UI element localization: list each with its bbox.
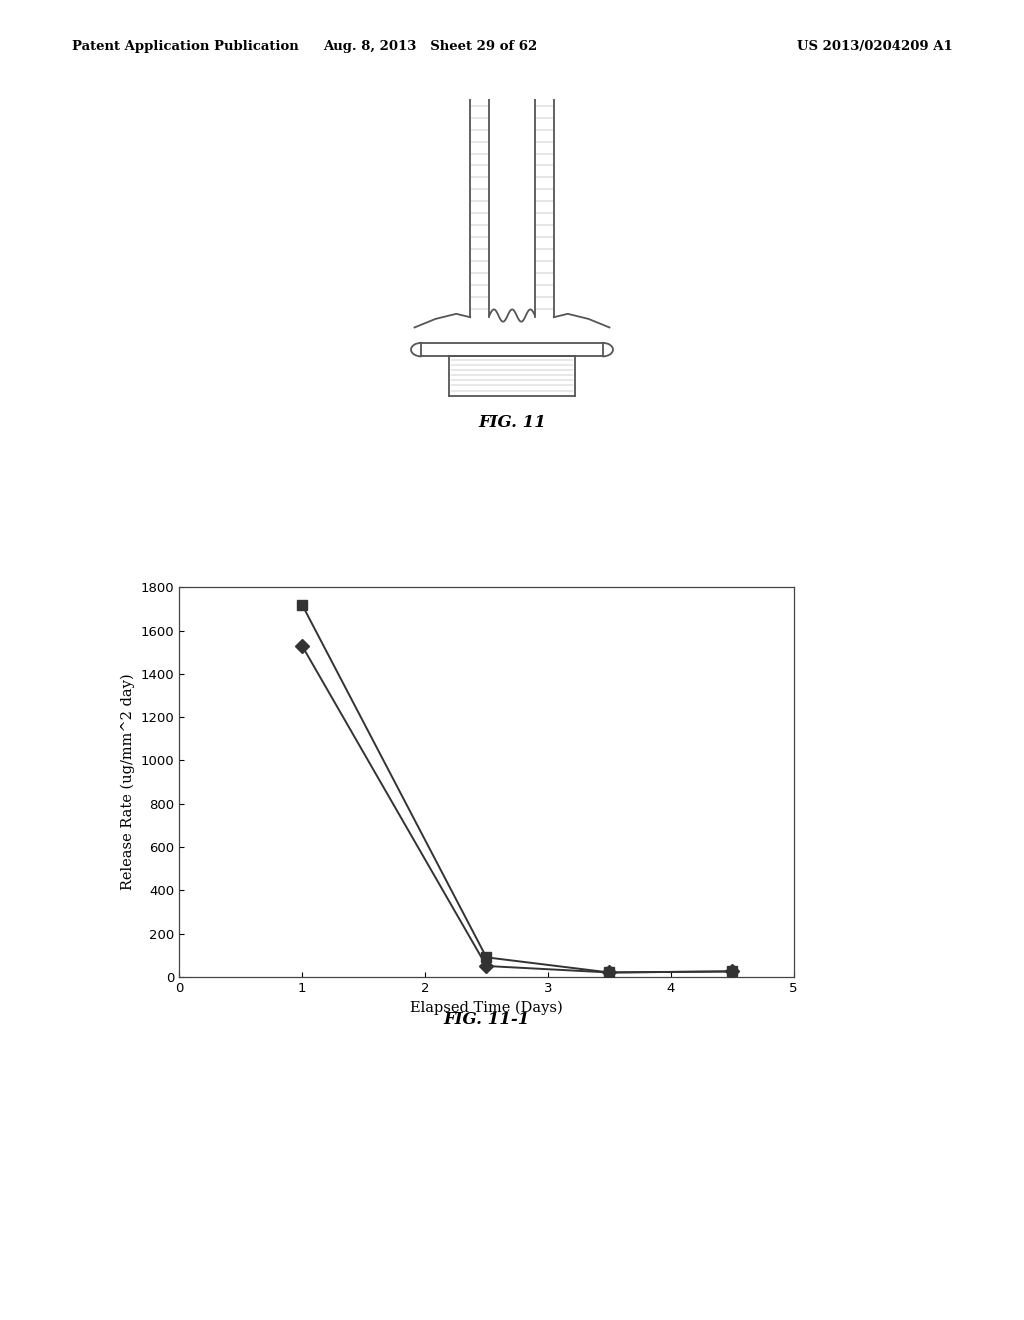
Text: FIG. 11-1: FIG. 11-1 bbox=[443, 1011, 529, 1027]
Y-axis label: Release Rate (ug/mm^2 day): Release Rate (ug/mm^2 day) bbox=[121, 673, 135, 891]
Text: Aug. 8, 2013   Sheet 29 of 62: Aug. 8, 2013 Sheet 29 of 62 bbox=[323, 40, 538, 53]
Text: Patent Application Publication: Patent Application Publication bbox=[72, 40, 298, 53]
Text: FIG. 11: FIG. 11 bbox=[478, 414, 546, 432]
Text: US 2013/0204209 A1: US 2013/0204209 A1 bbox=[797, 40, 952, 53]
X-axis label: Elapsed Time (Days): Elapsed Time (Days) bbox=[410, 1001, 563, 1015]
